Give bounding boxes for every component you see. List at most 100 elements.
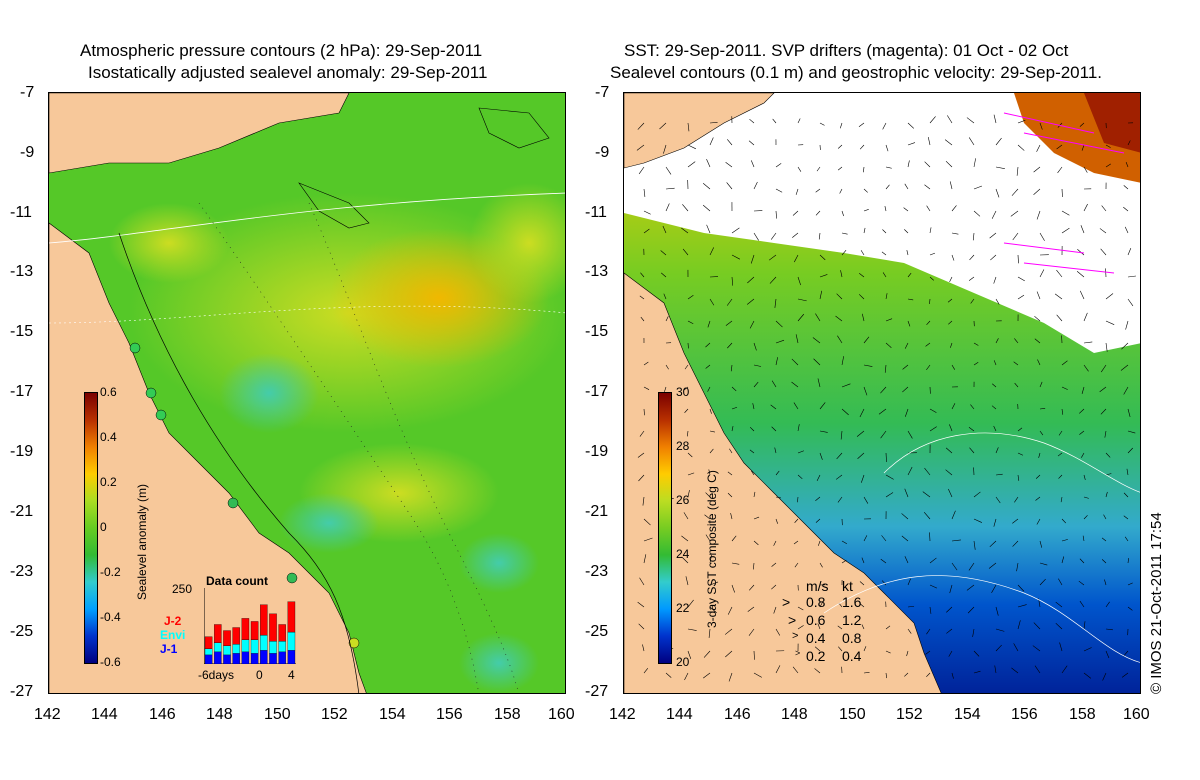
data-count-legend-envi: Envi xyxy=(160,628,186,642)
velocity-arrow xyxy=(687,452,693,458)
velocity-arrow xyxy=(995,166,1005,169)
velocity-arrow xyxy=(1101,537,1107,542)
left-y-label: -25 xyxy=(10,623,34,640)
data-count-bar-j2 xyxy=(260,604,268,636)
velocity-arrow xyxy=(993,518,997,527)
velocity-arrow xyxy=(1076,271,1085,278)
velocity-arrow xyxy=(1079,600,1085,608)
velocity-arrow xyxy=(1039,578,1046,586)
data-count-bar-envi xyxy=(223,645,231,656)
velocity-arrow xyxy=(815,496,821,501)
velocity-arrow xyxy=(709,137,714,146)
velocity-arrow xyxy=(771,380,777,388)
velocity-arrow xyxy=(1105,293,1114,300)
velocity-arrow xyxy=(967,606,975,614)
left-y-label: -19 xyxy=(10,443,34,460)
velocity-arrow xyxy=(1104,430,1107,438)
data-count-bar-envi xyxy=(241,639,250,652)
velocity-arrow xyxy=(1083,515,1088,520)
velocity-arrow xyxy=(1033,622,1041,630)
velocity-arrow xyxy=(1083,203,1088,212)
velocity-arrow xyxy=(906,250,909,256)
data-count-ymax: 250 xyxy=(172,582,193,596)
velocity-arrow xyxy=(838,646,843,652)
velocity-arrow xyxy=(950,342,953,348)
data-count-title: Data count xyxy=(206,574,269,588)
velocity-arrow xyxy=(816,474,821,481)
velocity-arrow xyxy=(903,207,909,212)
velocity-arrow xyxy=(1016,562,1019,572)
velocity-arrow xyxy=(771,426,777,432)
velocity-arrow xyxy=(1102,672,1107,681)
velocity-arrow xyxy=(642,644,645,652)
right-y-label: -27 xyxy=(585,683,609,700)
velocity-arrow xyxy=(841,232,848,235)
velocity-arrow xyxy=(973,342,979,346)
velocity-arrow xyxy=(1061,539,1068,542)
velocity-arrow xyxy=(727,492,733,498)
velocity-arrow xyxy=(816,166,821,172)
velocity-arrow xyxy=(643,188,646,197)
velocity-arrow xyxy=(1056,144,1063,150)
velocity-arrow xyxy=(885,293,888,300)
velocity-arrow xyxy=(687,144,697,150)
velocity-arrow xyxy=(1080,225,1085,234)
velocity-arrow xyxy=(945,469,953,476)
data-count-bar-envi xyxy=(269,641,277,654)
left-cb-tick: -0.2 xyxy=(100,565,121,579)
velocity-arrow xyxy=(863,188,868,193)
velocity-arrow xyxy=(752,403,755,410)
velocity-arrow xyxy=(973,650,980,657)
data-count-bar-j2 xyxy=(214,624,222,643)
data-count-bar-j1 xyxy=(260,650,268,664)
velocity-arrow xyxy=(1039,122,1043,130)
velocity-arrow xyxy=(973,670,981,674)
velocity-arrow xyxy=(1039,381,1043,388)
velocity-arrow xyxy=(705,492,711,498)
velocity-arrow xyxy=(1082,535,1085,542)
velocity-arrow xyxy=(1105,163,1111,168)
velocity-arrow xyxy=(1105,628,1113,631)
velocity-arrow xyxy=(753,181,758,190)
velocity-arrow xyxy=(795,334,799,344)
velocity-arrow xyxy=(797,118,801,124)
data-count-bar-envi xyxy=(214,642,222,652)
velocity-arrow xyxy=(841,383,851,388)
velocity-arrow xyxy=(643,386,650,390)
velocity-arrow xyxy=(863,646,867,652)
velocity-arrow xyxy=(1081,452,1085,458)
velocity-arrow xyxy=(750,160,755,168)
velocity-arrow xyxy=(1037,359,1041,366)
velocity-arrow xyxy=(948,320,953,325)
velocity-arrow xyxy=(925,342,931,347)
velocity-arrow xyxy=(775,518,778,524)
velocity-arrow xyxy=(795,188,799,195)
velocity-arrow xyxy=(858,273,865,278)
velocity-arrow xyxy=(642,496,645,506)
velocity-arrow xyxy=(1017,119,1026,124)
velocity-arrow xyxy=(1058,430,1063,436)
velocity-arrow xyxy=(663,144,667,154)
velocity-arrow xyxy=(925,650,931,655)
velocity-arrow xyxy=(929,532,931,542)
velocity-arrow xyxy=(951,510,956,520)
velocity-legend-arrow: > xyxy=(782,594,791,610)
velocity-arrow xyxy=(995,628,1005,632)
velocity-arrow xyxy=(792,210,799,216)
velocity-arrow xyxy=(1014,382,1019,388)
left-title-line2: Isostatically adjusted sealevel anomaly:… xyxy=(88,63,488,82)
velocity-arrow xyxy=(973,210,981,217)
velocity-arrow xyxy=(747,606,755,612)
velocity-arrow xyxy=(709,448,714,454)
velocity-arrow xyxy=(753,540,759,546)
velocity-arrow xyxy=(794,562,799,568)
velocity-arrow xyxy=(1061,408,1064,415)
velocity-arrow xyxy=(753,562,755,570)
velocity-arrow xyxy=(1127,140,1131,146)
velocity-arrow xyxy=(1123,650,1129,657)
right-cb-tick: 24 xyxy=(676,547,690,561)
velocity-arrow xyxy=(949,584,953,594)
velocity-arrow xyxy=(970,298,975,304)
imos-credit: © IMOS 21-Oct-2011 17:54 xyxy=(1148,512,1165,694)
velocity-arrow xyxy=(749,449,755,454)
